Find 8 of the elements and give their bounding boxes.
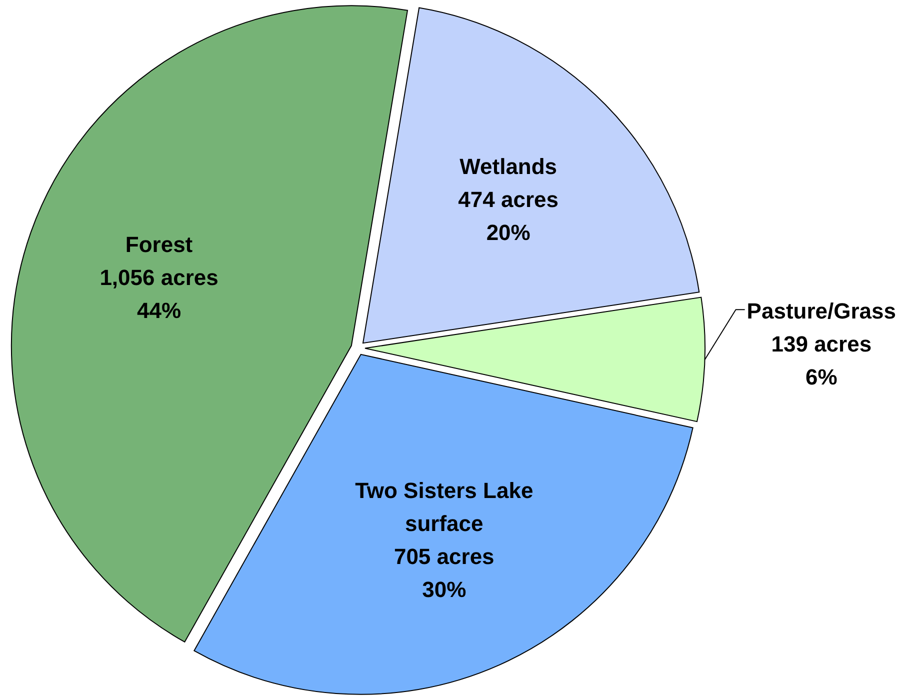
data-label: 1,056 acres 44% <box>100 264 218 323</box>
slice-label: Pasture/Grass <box>746 298 896 324</box>
data-label: 474 acres 20% <box>458 186 559 245</box>
data-label: 139 acres 6% <box>771 332 872 390</box>
slice-label: Two Sisters Lake surface <box>355 478 534 536</box>
data-label: 705 acres 30% <box>394 544 494 602</box>
slice-label: Forest <box>125 232 194 257</box>
slice-label: Wetlands <box>460 154 558 179</box>
